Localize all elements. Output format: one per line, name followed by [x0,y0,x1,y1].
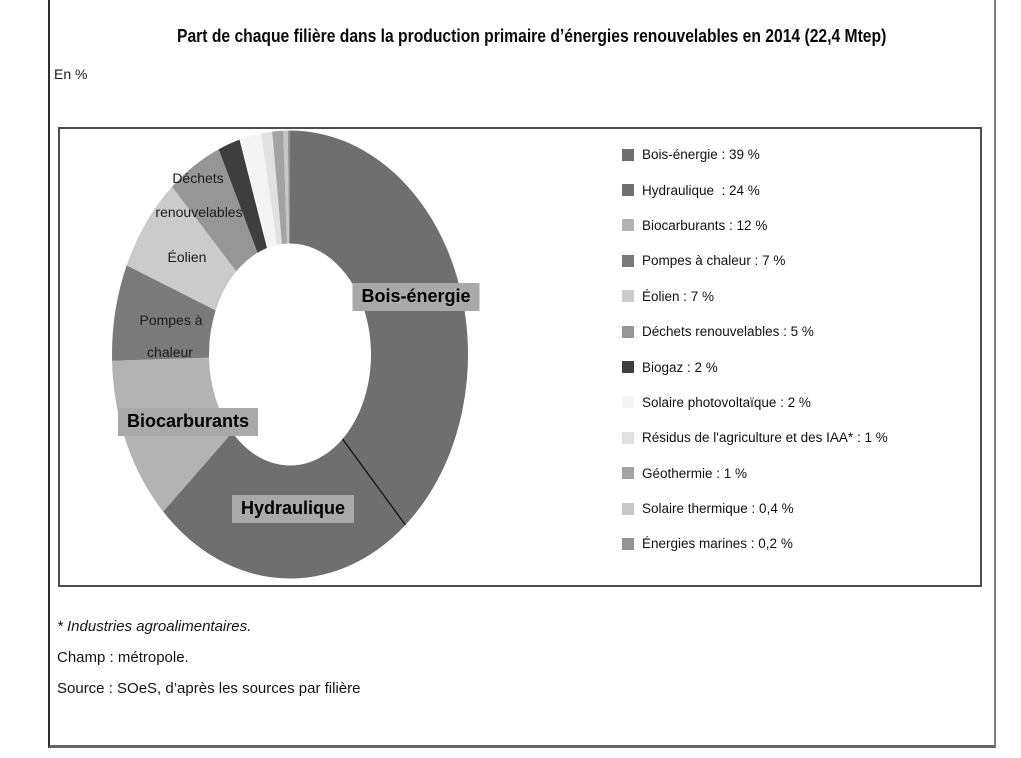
slice-label: Éolien [167,249,207,265]
pie-slice-11 [287,130,290,244]
pie-slice-10 [283,130,289,244]
pie-slice-8 [261,131,282,245]
pie-slice-3 [111,265,216,361]
legend-swatch [622,254,634,267]
legend-item: Résidus de l'agriculture et des IAA* : 1… [622,420,888,455]
legend-label: Solaire photovoltaïque : 2 % [642,394,811,410]
legend-label: Solaire thermique : 0,4 % [642,501,794,517]
legend-item: Pompes à chaleur : 7 % [622,243,888,278]
legend-swatch [622,184,634,197]
legend-label: Résidus de l'agriculture et des IAA* : 1… [642,430,888,446]
pie-slice-7 [239,133,277,249]
legend-item: Bois-énergie : 39 % [622,137,888,172]
pie-slice-9 [272,130,287,245]
legend-item: Solaire photovoltaïque : 2 % [622,385,888,420]
legend-item: Solaire thermique : 0,4 % [622,491,888,526]
legend-item: Éolien : 7 % [622,279,888,314]
footnote: * Industries agroalimentaires. [57,618,252,635]
legend-swatch [622,361,634,374]
scope-note: Champ : métropole. [57,649,189,666]
slice-label-boxed: Biocarburants [117,408,259,436]
chart-title: Part de chaque filière dans la productio… [177,26,887,46]
legend-swatch [622,502,634,515]
legend-swatch [622,467,634,480]
legend-swatch [622,219,634,232]
slice-label: Déchets [172,170,224,186]
legend-label: Pompes à chaleur : 7 % [642,253,786,269]
pie-slice-0 [290,130,468,525]
slice-label-boxed: Hydraulique [231,495,355,523]
legend-swatch [622,290,634,303]
pie-slice-5 [172,149,258,272]
legend-item: Biocarburants : 12 % [622,208,888,243]
slice-label: chaleur [147,344,193,360]
slice-separator-line [342,438,406,526]
legend-swatch [622,537,634,550]
legend-label: Géothermie : 1 % [642,465,748,481]
slice-label: renouvelables [155,204,243,220]
legend-item: Géothermie : 1 % [622,456,888,491]
legend-label: Bois-énergie : 39 % [642,147,760,163]
legend-label: Biogaz : 2 % [642,359,718,375]
pie-slice-4 [126,186,237,311]
legend-item: Déchets renouvelables : 5 % [622,314,888,349]
slice-label: Pompes à [139,312,203,328]
legend-label: Énergies marines : 0,2 % [642,536,793,552]
source-note: Source : SOeS, d’après les sources par f… [57,680,361,697]
legend-label: Hydraulique : 24 % [642,182,760,198]
legend: Bois-énergie : 39 % Hydraulique : 24 % Bio… [622,137,888,562]
legend-item: Énergies marines : 0,2 % [622,526,888,561]
pie-slice-6 [218,139,268,253]
legend-item: Hydraulique : 24 % [622,172,888,207]
legend-label: Déchets renouvelables : 5 % [642,324,814,340]
unit-label: En % [54,66,88,82]
legend-swatch [622,148,634,161]
legend-label: Biocarburants : 12 % [642,217,768,233]
legend-label: Éolien : 7 % [642,288,715,304]
legend-swatch [622,325,634,338]
slice-label-boxed: Bois-énergie [352,283,480,311]
legend-item: Biogaz : 2 % [622,349,888,384]
legend-swatch [622,396,634,409]
legend-swatch [622,431,634,444]
